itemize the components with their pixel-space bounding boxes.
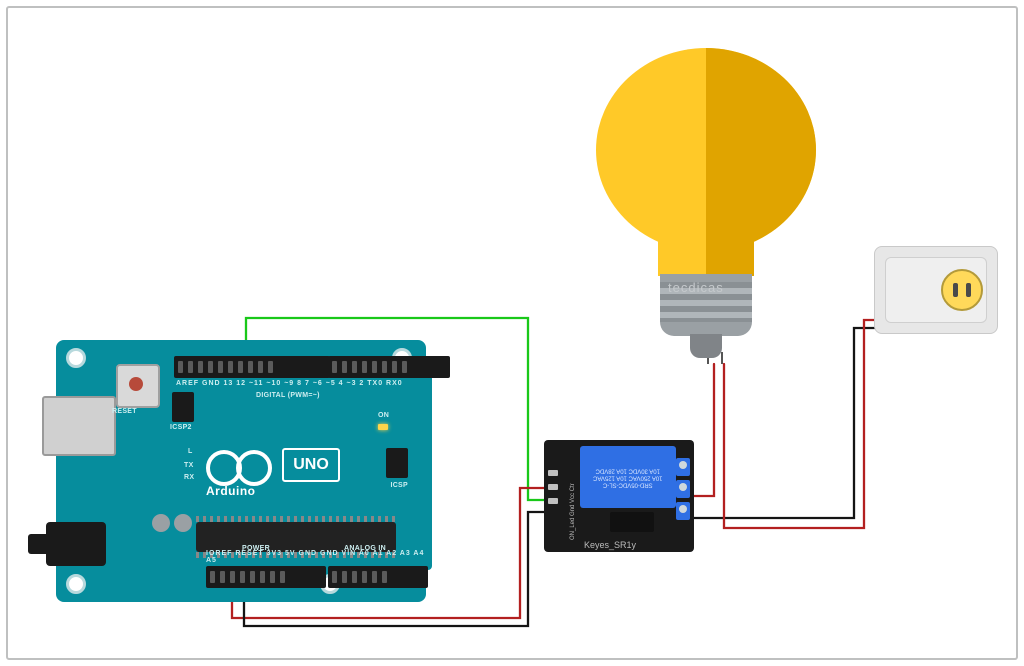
label-icsp: ICSP [390,482,408,489]
power-led [378,424,388,430]
icsp2-header [172,392,194,422]
icsp-header [386,448,408,478]
relay-module: SRD-05VDC-SL-C 10A 250VAC 10A 125VAC 10A… [544,440,694,552]
pins-top: AREF GND 13 12 ~11 ~10 ~9 8 7 ~6 ~5 4 ~3… [176,380,436,387]
label-on: ON [378,412,389,419]
analog-header [328,566,428,588]
arduino-uno-board: RESET ICSP2 AREF GND 13 12 ~11 ~10 ~9 8 … [56,340,426,602]
label-l: L [188,448,193,455]
bulb-tip [690,334,722,358]
relay-terminal-nc [676,458,690,476]
uno-badge: UNO [282,448,340,482]
relay-body: SRD-05VDC-SL-C 10A 250VAC 10A 125VAC 10A… [580,446,676,508]
relay-input-pins [548,470,558,504]
diagram-frame: RESET ICSP2 AREF GND 13 12 ~11 ~10 ~9 8 … [6,6,1018,660]
relay-terminal-c [676,480,690,498]
mount-hole [66,348,86,368]
light-bulb: tecdicas [596,22,816,354]
label-analog: ANALOG IN [344,545,386,552]
relay-side-text: ON_Led Gnd Vcc Ctr [570,483,576,540]
label-icsp2: ICSP2 [170,424,192,431]
watermark-text: tecdicas [668,280,724,295]
relay-ic [610,512,654,532]
bulb-glass [596,22,816,252]
label-reset: RESET [112,408,137,415]
mount-hole [66,574,86,594]
arduino-wordmark: Arduino [206,484,256,498]
arduino-logo [206,450,272,486]
outlet-socket [941,269,983,311]
label-tx: TX [184,462,194,469]
power-jack [46,522,106,566]
wire-ac-to-bulb [694,364,714,496]
power-header [206,566,326,588]
reset-button [116,364,160,408]
digital-header-b [328,356,450,378]
capacitor [152,514,170,532]
pins-bottom: IOREF RESET 3V3 5V GND GND VIN A0 A1 A2 … [206,550,436,564]
label-digital: DIGITAL (PWM=~) [256,392,320,399]
capacitor [174,514,192,532]
relay-terminal-no [676,502,690,520]
relay-module-label: Keyes_SR1y [584,540,636,550]
wall-outlet [874,246,998,334]
label-power: POWER [242,545,270,552]
usb-port [42,396,116,456]
label-rx: RX [184,474,194,481]
digital-header-a [174,356,330,378]
relay-body-text: SRD-05VDC-SL-C 10A 250VAC 10A 125VAC 10A… [593,466,663,488]
